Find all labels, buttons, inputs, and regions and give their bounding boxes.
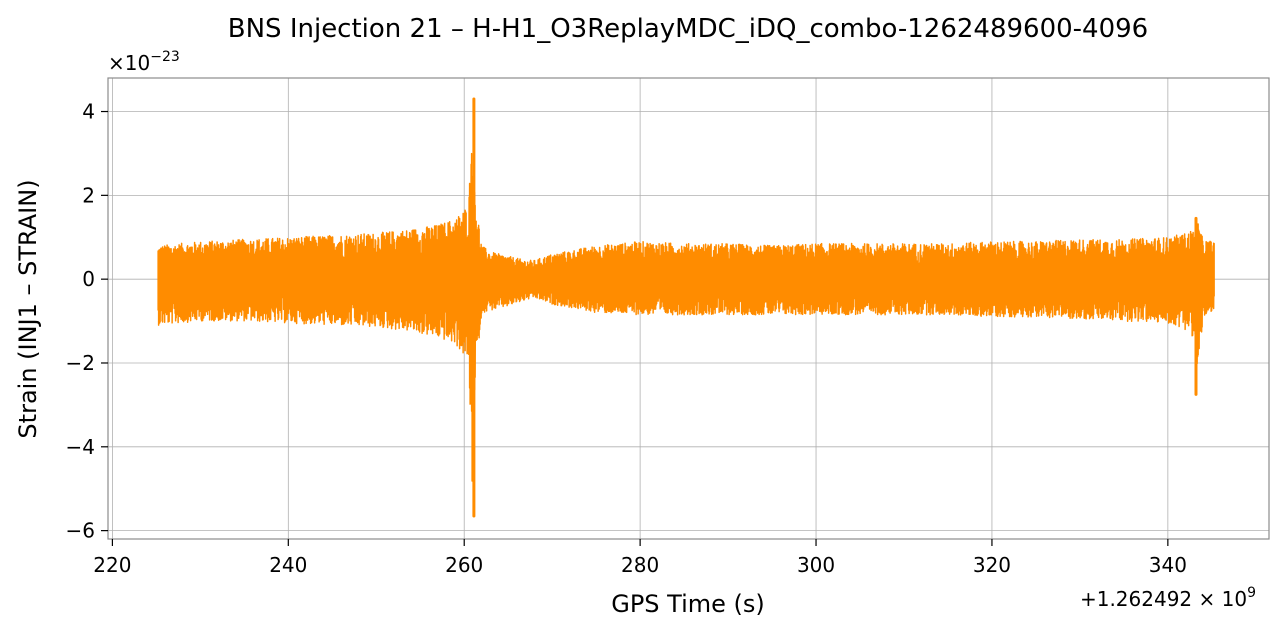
x-tick-label: 220 (93, 553, 131, 577)
y-ticks: −6 −4 −2 0 2 4 (66, 100, 108, 543)
x-tick-label: 280 (621, 553, 659, 577)
x-tick-label: 340 (1149, 553, 1187, 577)
x-axis-label: GPS Time (s) (611, 590, 765, 618)
x-ticks: 220 240 260 280 300 320 340 (93, 539, 1187, 577)
chart-title: BNS Injection 21 – H-H1_O3ReplayMDC_iDQ_… (228, 14, 1148, 44)
plot-frame (107, 77, 1270, 540)
x-tick-label: 300 (797, 553, 835, 577)
series-layer (157, 97, 1215, 518)
y-tick-label: 0 (82, 267, 95, 291)
x-tick-label: 260 (445, 553, 483, 577)
x-tick-label: 320 (973, 553, 1011, 577)
y-tick-label: 4 (82, 100, 95, 124)
y-tick-label: 2 (82, 183, 95, 207)
strain-series-line (157, 125, 1215, 482)
x-offset-label: +1.262492 × 109 (1080, 585, 1256, 611)
y-scale-factor: ×10−23 (108, 49, 180, 75)
y-tick-label: −4 (66, 435, 95, 459)
y-tick-label: −2 (66, 351, 95, 375)
x-tick-label: 240 (269, 553, 307, 577)
y-tick-label: −6 (66, 519, 95, 543)
y-axis-label: Strain (INJ1 – STRAIN) (14, 179, 42, 438)
